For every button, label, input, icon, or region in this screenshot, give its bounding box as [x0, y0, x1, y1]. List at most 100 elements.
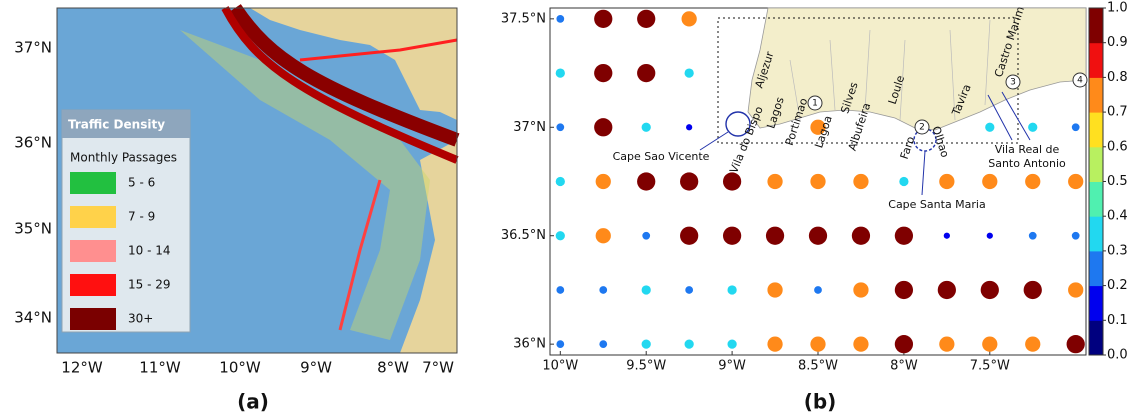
x-tick-label: 9.5°W	[626, 359, 666, 374]
risk-point	[767, 173, 783, 190]
colorbar-label: 0.9	[1107, 35, 1128, 50]
risk-point	[727, 285, 737, 295]
risk-point	[641, 339, 651, 349]
colorbar-step	[1089, 250, 1103, 287]
traffic-lane	[299, 38, 458, 62]
colorbar-step	[1089, 42, 1103, 78]
colorbar-label: 0.2	[1107, 278, 1128, 293]
legend-swatch	[70, 240, 116, 262]
cape-marker	[725, 111, 751, 137]
y-tick-label: 37°N	[513, 120, 546, 135]
risk-point	[808, 226, 828, 245]
risk-point	[685, 286, 694, 294]
panel-label: (b)	[804, 390, 837, 414]
x-tick-label: 10°W	[219, 359, 261, 377]
colorbar-label: 0.7	[1107, 105, 1128, 120]
colorbar-label: 0.3	[1107, 243, 1128, 258]
x-tick-label: 8°W	[890, 359, 918, 374]
risk-point	[555, 68, 565, 78]
risk-point	[599, 286, 608, 294]
risk-point	[853, 336, 869, 352]
colorbar-label: 0.0	[1107, 348, 1128, 363]
colorbar-step	[1089, 8, 1103, 44]
risk-point	[599, 340, 608, 349]
risk-point	[681, 11, 697, 27]
risk-point	[684, 339, 694, 349]
colorbar-step	[1089, 77, 1103, 113]
risk-point	[595, 173, 611, 190]
risk-point	[767, 282, 783, 298]
risk-point	[853, 282, 869, 298]
place-label: Cape Santa Maria	[888, 198, 985, 211]
risk-point	[899, 176, 909, 187]
risk-point	[1068, 282, 1084, 298]
x-tick-label: 10°W	[542, 359, 578, 374]
colorbar-label: 0.4	[1107, 209, 1128, 224]
risk-point	[642, 231, 651, 240]
legend-swatch	[70, 206, 116, 228]
risk-point	[853, 173, 869, 190]
land	[250, 8, 457, 120]
traffic-lane	[229, 4, 460, 147]
y-tick-label: 37°N	[14, 39, 52, 57]
risk-point	[680, 172, 699, 191]
risk-point	[722, 172, 742, 191]
risk-point	[594, 63, 613, 83]
risk-point	[641, 285, 651, 295]
risk-point	[1025, 173, 1041, 190]
risk-point	[595, 228, 611, 244]
risk-point	[555, 231, 565, 241]
y-tick-label: 34°N	[14, 309, 52, 327]
risk-point	[851, 226, 871, 245]
colorbar-step	[1089, 216, 1103, 252]
risk-point	[594, 9, 613, 28]
risk-point	[722, 226, 742, 245]
risk-point	[1023, 280, 1042, 300]
risk-point	[556, 286, 565, 294]
legend-swatch	[70, 172, 116, 194]
legend-label: 30+	[128, 312, 153, 326]
colorbar-label: 0.8	[1107, 70, 1128, 85]
y-tick-label: 36°N	[513, 337, 546, 352]
site-marker	[914, 119, 930, 135]
risk-point	[686, 124, 693, 131]
risk-point	[555, 176, 565, 187]
site-marker	[1005, 74, 1021, 90]
risk-point	[1071, 231, 1080, 240]
risk-point	[765, 226, 785, 245]
colorbar-label: 1.0	[1107, 1, 1128, 16]
risk-point	[1025, 336, 1041, 352]
y-tick-label: 36°N	[14, 134, 52, 152]
risk-point	[939, 336, 955, 352]
risk-point	[556, 14, 565, 23]
x-tick-label: 9°W	[300, 359, 332, 377]
risk-point	[1028, 231, 1037, 240]
site-number: 2	[919, 123, 925, 133]
risk-point	[556, 340, 565, 349]
risk-point	[982, 173, 998, 190]
study-box	[717, 17, 1019, 144]
legend: Traffic Density Monthly Passages 5 - 6 7 …	[61, 109, 191, 333]
site-number: 3	[1010, 78, 1016, 88]
x-tick-label: 11°W	[139, 359, 181, 377]
risk-point	[810, 173, 826, 190]
risk-point	[894, 335, 914, 354]
traffic-lane	[221, 6, 459, 164]
risk-point	[980, 280, 999, 300]
land	[747, 7, 1087, 131]
legend-swatch	[70, 308, 116, 330]
colorbar-step	[1089, 181, 1103, 217]
legend-label: 5 - 6	[128, 176, 155, 190]
land	[400, 140, 457, 353]
place-label: Santo Antonio	[988, 157, 1066, 170]
risk-point	[556, 123, 565, 132]
place-label: Cape Sao Vicente	[613, 150, 710, 163]
legend-label: 7 - 9	[128, 210, 155, 224]
risk-point	[943, 232, 950, 239]
map-frame	[56, 7, 458, 354]
x-tick-label: 8.5°W	[798, 359, 838, 374]
place-label: Vila Real de	[995, 143, 1060, 156]
y-tick-label: 37.5°N	[501, 11, 546, 26]
x-tick-label: 8°W	[377, 359, 409, 377]
